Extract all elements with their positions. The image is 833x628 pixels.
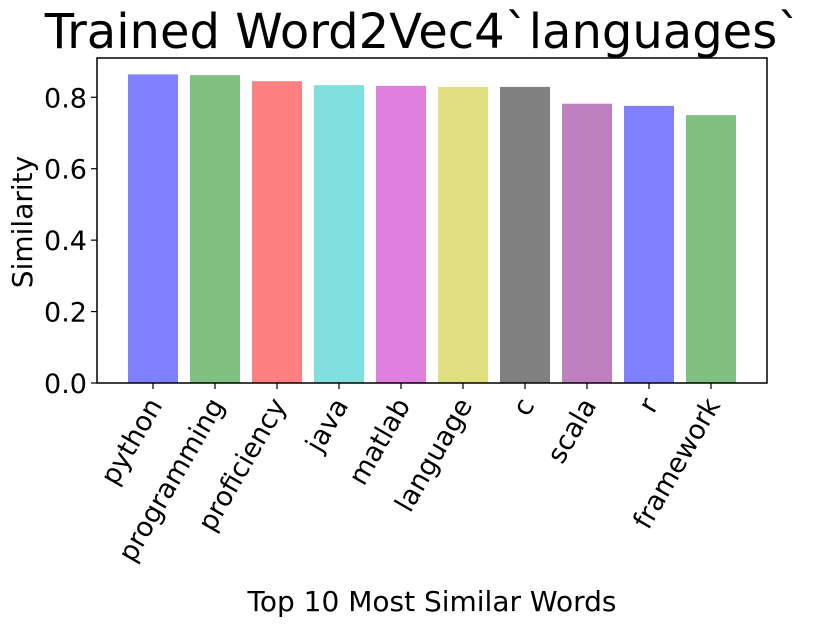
bar-proficiency (252, 81, 302, 383)
bar-python (128, 74, 178, 383)
bar-java (314, 85, 364, 384)
bar-language (438, 86, 488, 383)
chart-title: Trained Word2Vec4`languages` (44, 4, 801, 60)
x-tick-label: scala (541, 393, 603, 469)
y-tick-label: 0.2 (44, 298, 87, 329)
plot-frame (96, 57, 768, 384)
bar-c (500, 86, 550, 383)
x-tick-label: framework (628, 393, 728, 535)
y-tick-label: 0.0 (44, 369, 87, 400)
bar-scala (562, 103, 612, 383)
x-tick-label: c (507, 393, 541, 421)
bar-programming (190, 75, 240, 384)
bars-group (128, 74, 736, 384)
y-tick-label: 0.6 (44, 155, 87, 186)
x-tick-label: r (633, 392, 666, 418)
bar-framework (686, 115, 736, 384)
x-tick-label: java (299, 393, 355, 458)
bar-matlab (376, 85, 426, 383)
y-tick-label: 0.8 (44, 83, 87, 114)
y-ticks-group: 0.0 0.2 0.4 0.6 0.8 (44, 83, 97, 400)
y-axis-label: Similarity (6, 156, 39, 288)
y-tick-label: 0.4 (44, 226, 87, 257)
bar-r (624, 105, 674, 383)
x-axis-label: Top 10 Most Similar Words (247, 585, 617, 618)
